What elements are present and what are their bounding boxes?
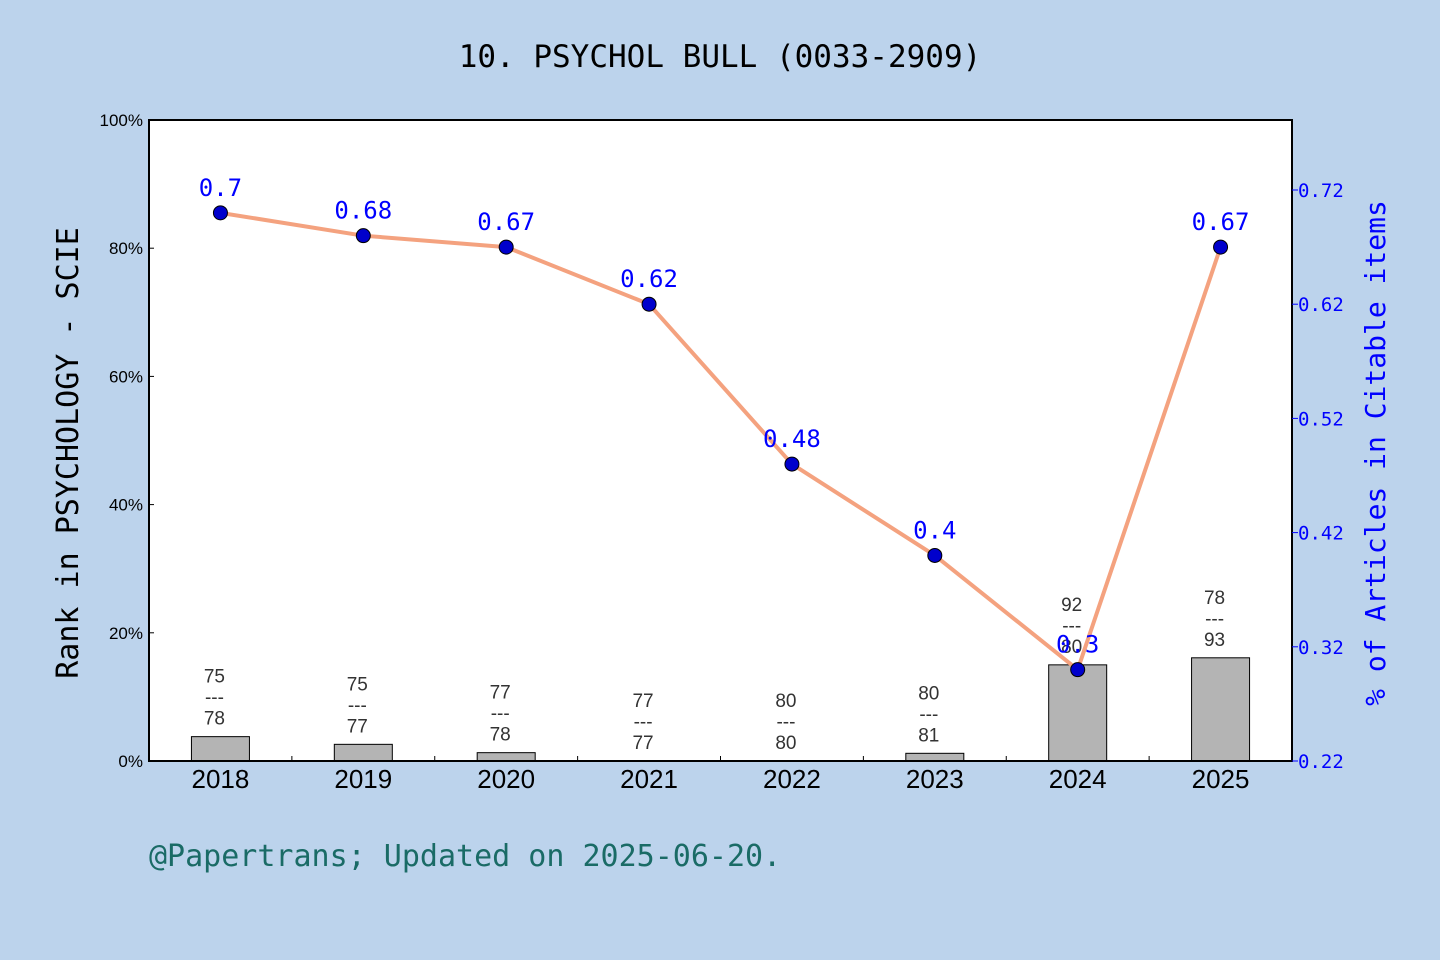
- right-tick-label: 0.62: [1298, 294, 1344, 316]
- line-value-label-2025: 0.67: [1192, 208, 1250, 236]
- x-tick-label-2023: 2023: [906, 764, 964, 794]
- rank-label-2021-separator: ---: [634, 712, 653, 733]
- rank-labels-layer: 78---7577---7578---7777---7780---8081---…: [204, 588, 1225, 754]
- line-marker-2020: [498, 239, 514, 255]
- rank-label-2024-separator: ---: [1062, 616, 1081, 637]
- x-tick-label-2019: 2019: [334, 764, 392, 794]
- line-marker-2022: [784, 456, 800, 472]
- rank-label-2025-separator: ---: [1205, 609, 1224, 630]
- x-tick-label-2020: 2020: [477, 764, 535, 794]
- left-tick-label: 40%: [109, 496, 143, 515]
- chart-title: 10. PSYCHOL BULL (0033-2909): [459, 39, 982, 75]
- line-value-label-2019: 0.68: [334, 197, 392, 225]
- rank-label-2019-top: 75: [347, 674, 368, 695]
- rank-label-2019-separator: ---: [348, 695, 367, 716]
- plot-area: [149, 120, 1292, 761]
- rank-label-2023-top: 80: [918, 683, 939, 704]
- line-marker-2021: [641, 296, 657, 312]
- line-series: [220, 210, 1223, 672]
- line-marker-2018: [212, 205, 228, 221]
- bar-2019: [333, 743, 393, 762]
- bar-2020: [476, 752, 536, 762]
- x-tick-label-2025: 2025: [1192, 764, 1250, 794]
- rank-label-2022-top: 80: [775, 691, 796, 712]
- left-tick-label: 60%: [109, 367, 143, 386]
- x-tick-label-2022: 2022: [763, 764, 821, 794]
- line-marker-2023: [927, 547, 943, 563]
- rank-label-2023-bottom: 81: [918, 725, 939, 746]
- footer-credit: @Papertrans; Updated on 2025-06-20.: [149, 839, 781, 874]
- line-marker-2019: [355, 228, 371, 244]
- bar-2024: [1048, 664, 1108, 762]
- right-axis: 0.22 0.32 0.42 0.52 0.62 0.72: [1292, 180, 1344, 773]
- rank-label-2022-separator: ---: [776, 712, 795, 733]
- left-tick-label: 100%: [100, 111, 143, 130]
- right-tick-label: 0.72: [1298, 180, 1344, 202]
- line-value-label-2022: 0.48: [763, 425, 821, 453]
- x-axis: 2018 2019 2020 2021 2022 2023 2024 2025: [192, 756, 1250, 794]
- rank-label-2020-top: 77: [490, 683, 511, 704]
- rank-label-2019-bottom: 77: [347, 716, 368, 737]
- rank-label-2018-bottom: 78: [204, 709, 225, 730]
- rank-label-2025-top: 78: [1204, 588, 1225, 609]
- left-axis-label: Rank in PSYCHOLOGY - SCIE: [51, 227, 86, 679]
- rank-label-2021-top: 77: [632, 691, 653, 712]
- bar-2025: [1191, 657, 1251, 762]
- rank-label-2021-bottom: 77: [632, 733, 653, 754]
- left-axis: 0% 20% 40% 60% 80% 100%: [100, 111, 154, 771]
- right-tick-label: 0.22: [1298, 751, 1344, 773]
- x-tick-label-2018: 2018: [192, 764, 250, 794]
- right-tick-label: 0.52: [1298, 408, 1344, 430]
- line-layer: 0.7 0.68 0.67 0.62 0.48 0.4 0.3 0.67: [199, 174, 1250, 678]
- rank-label-2024-top: 92: [1061, 595, 1082, 616]
- right-tick-label: 0.32: [1298, 637, 1344, 659]
- rank-label-2018-top: 75: [204, 667, 225, 688]
- line-marker-2025: [1213, 239, 1229, 255]
- left-tick-label: 0%: [118, 752, 143, 771]
- right-tick-label: 0.42: [1298, 523, 1344, 545]
- rank-label-2024-bottom: 80: [1061, 637, 1082, 658]
- bar-2018: [190, 736, 250, 762]
- line-value-label-2021: 0.62: [620, 265, 678, 293]
- line-value-label-2018: 0.7: [199, 174, 242, 202]
- right-axis-label: % of Articles in Citable items: [1359, 200, 1392, 706]
- line-marker-2024: [1070, 662, 1086, 678]
- x-tick-label-2021: 2021: [620, 764, 678, 794]
- left-tick-label: 20%: [109, 624, 143, 643]
- line-value-label-2024: 0.3: [1056, 631, 1099, 659]
- line-value-label-2020: 0.67: [477, 208, 535, 236]
- rank-label-2018-separator: ---: [205, 688, 224, 709]
- rank-label-2020-separator: ---: [491, 704, 510, 725]
- x-tick-label-2024: 2024: [1049, 764, 1107, 794]
- rank-label-2020-bottom: 78: [490, 725, 511, 746]
- rank-label-2025-bottom: 93: [1204, 630, 1225, 651]
- rank-label-2023-separator: ---: [919, 704, 938, 725]
- bar-2023: [905, 752, 965, 762]
- left-tick-label: 80%: [109, 239, 143, 258]
- line-value-label-2023: 0.4: [913, 516, 956, 544]
- rank-label-2022-bottom: 80: [775, 733, 796, 754]
- bars-layer: [190, 657, 1251, 762]
